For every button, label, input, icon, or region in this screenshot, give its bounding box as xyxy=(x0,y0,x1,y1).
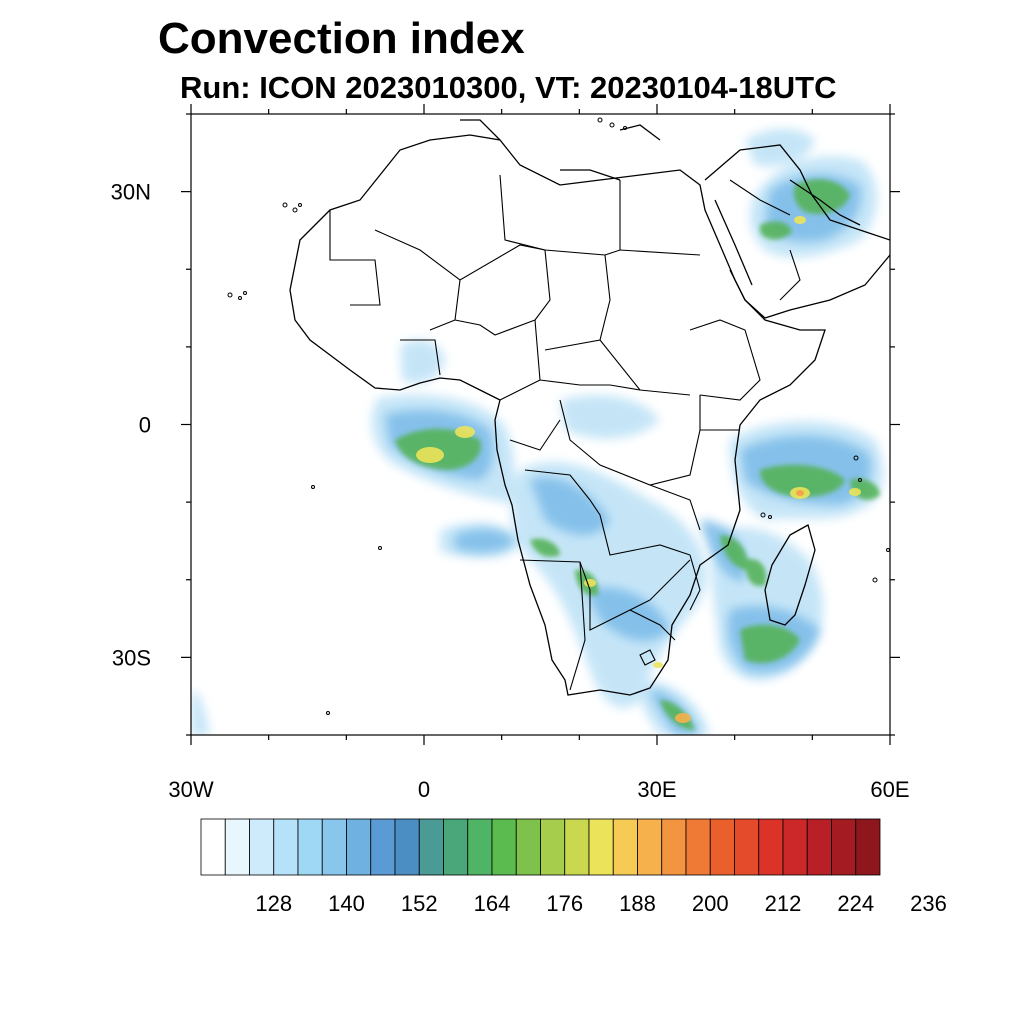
colorbar-swatch xyxy=(491,818,517,876)
colorbar-swatch xyxy=(443,818,469,876)
colorbar-label: 200 xyxy=(692,891,729,916)
colorbar-swatch xyxy=(346,818,372,876)
colorbar-swatch xyxy=(224,818,250,876)
colorbar-label: 164 xyxy=(474,891,511,916)
colorbar-label: 152 xyxy=(401,891,438,916)
colorbar-swatch xyxy=(321,818,347,876)
y-tick-label: 30S xyxy=(112,645,151,670)
colorbar-swatch xyxy=(709,818,735,876)
country-borders xyxy=(329,174,801,691)
colorbar-swatch xyxy=(249,818,275,876)
colorbar-swatch xyxy=(394,818,420,876)
x-tick-label: 0 xyxy=(418,777,430,802)
colorbar-swatch xyxy=(685,818,711,876)
colorbar-labels: 128 140 152 164 176 188 200 212 224 236 xyxy=(255,891,946,916)
colorbar-label: 188 xyxy=(619,891,656,916)
colorbar-label: 176 xyxy=(546,891,583,916)
colorbar-label: 212 xyxy=(765,891,802,916)
map-title: Convection index xyxy=(158,14,525,63)
x-tick-label: 30W xyxy=(168,777,213,802)
colorbar-swatch xyxy=(370,818,396,876)
axis-tick-labels: 30W 0 30E 60E 30N 0 30S xyxy=(111,180,910,802)
x-tick-label: 60E xyxy=(870,777,909,802)
colorbar-swatch xyxy=(661,818,687,876)
coastlines xyxy=(289,119,890,696)
colorbar-swatch xyxy=(200,818,226,876)
axis-ticks xyxy=(181,104,900,745)
colorbar-swatch xyxy=(273,818,299,876)
x-tick-label: 30E xyxy=(637,777,676,802)
y-tick-label: 30N xyxy=(111,180,151,205)
colorbar xyxy=(200,818,881,876)
colorbar-swatch xyxy=(515,818,541,876)
map-plot-area xyxy=(191,117,890,735)
colorbar-label: 224 xyxy=(837,891,874,916)
colorbar-swatch xyxy=(612,818,638,876)
colorbar-swatch xyxy=(564,818,590,876)
colorbar-swatch xyxy=(782,818,808,876)
colorbar-swatch xyxy=(588,818,614,876)
colorbar-label: 128 xyxy=(255,891,292,916)
colorbar-swatch xyxy=(734,818,760,876)
colorbar-label: 236 xyxy=(910,891,947,916)
colorbar-swatch xyxy=(467,818,493,876)
colorbar-swatch xyxy=(540,818,566,876)
colorbar-swatch xyxy=(297,818,323,876)
colorbar-swatch xyxy=(855,818,881,876)
colorbar-swatch xyxy=(418,818,444,876)
colorbar-swatch xyxy=(758,818,784,876)
colorbar-swatch xyxy=(831,818,857,876)
colorbar-swatch xyxy=(806,818,832,876)
map-subtitle: Run: ICON 2023010300, VT: 20230104-18UTC xyxy=(180,70,837,105)
colorbar-swatch xyxy=(637,818,663,876)
colorbar-label: 140 xyxy=(328,891,365,916)
y-tick-label: 0 xyxy=(139,413,151,438)
convection-field-hotspots xyxy=(416,216,861,723)
